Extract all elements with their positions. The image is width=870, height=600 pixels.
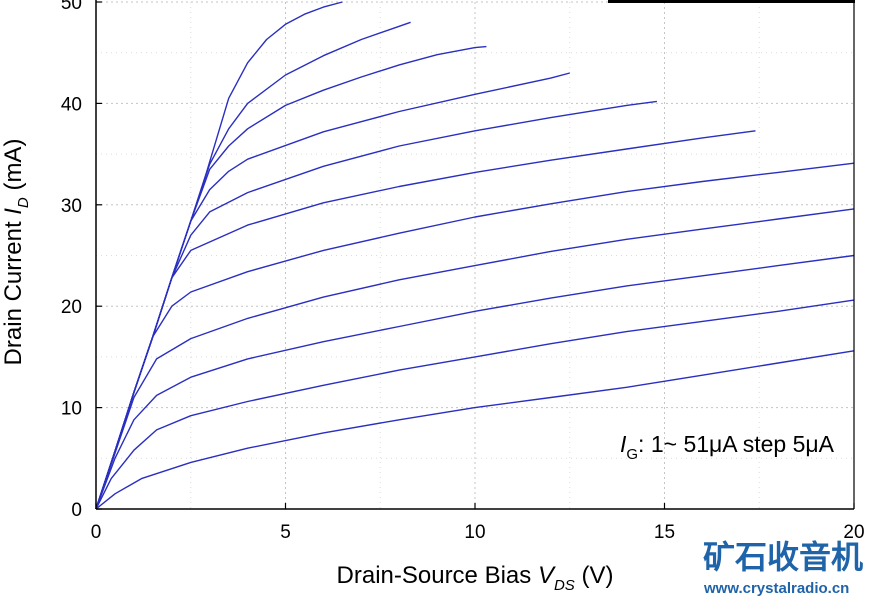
series-line-1 [95,350,855,510]
annotation-var: I [620,431,627,457]
x-tick-label: 5 [280,522,291,543]
x-tick-label: 10 [464,522,485,543]
series-line-3 [95,254,855,510]
y-axis-title-var: I [0,208,27,215]
x-tick-label: 20 [843,522,864,543]
y-axis-title-sub: D [15,197,32,208]
tick-labels: 0 5 10 15 20 0 10 20 30 40 50 [61,0,865,543]
y-axis-title-main: Drain Current [0,215,27,366]
x-axis-title-unit: (V) [575,562,614,589]
y-tick-label: 40 [61,94,82,115]
legend-bar [608,0,855,3]
y-axis-title-unit: (mA) [0,139,27,198]
annotation-text: : 1~ 51μA step 5μA [638,431,835,457]
series-line-4 [95,208,855,510]
watermark-url: www.crystalradio.cn [703,580,849,597]
annotation-sub: G [626,446,638,463]
x-tick-label: 15 [654,522,675,543]
series-line-2 [95,299,855,510]
annotation: IG: 1~ 51μA step 5μA [620,431,835,463]
series-line-11 [95,1,343,510]
series-group [95,1,855,510]
y-axis-title: Drain Current ID (mA) [0,139,32,366]
axes [95,0,855,510]
y-tick-label: 50 [61,0,82,14]
x-axis-title-main: Drain-Source Bias [337,562,538,589]
y-tick-label: 20 [61,297,82,318]
x-axis-title-sub: DS [554,577,575,594]
x-axis-title-var: V [538,562,556,589]
watermark-chinese: 矿石收音机 [703,538,863,576]
x-axis-title: Drain-Source Bias VDS (V) [337,562,614,594]
x-tick-label: 0 [91,522,102,543]
y-tick-label: 0 [71,500,82,521]
y-tick-label: 10 [61,399,82,420]
y-tick-label: 30 [61,196,82,217]
